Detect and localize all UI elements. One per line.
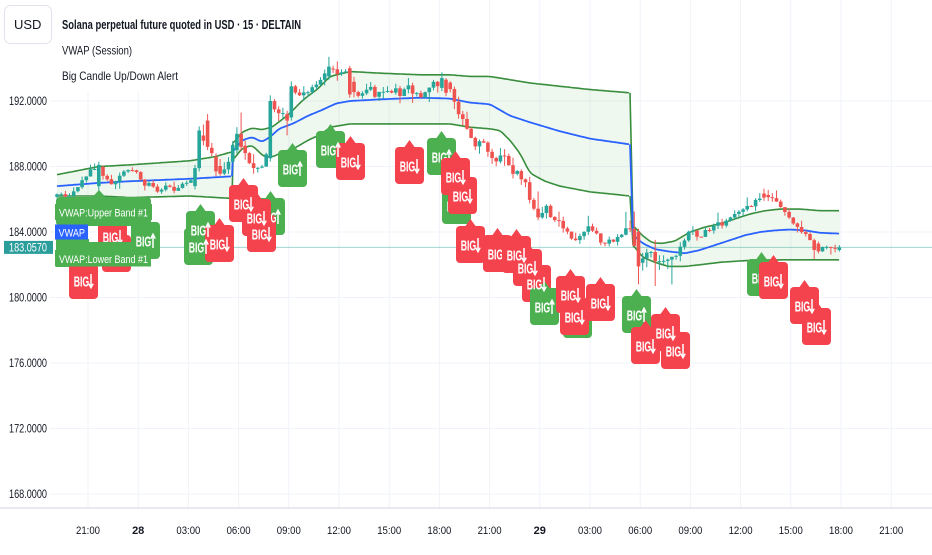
- svg-text:21:00: 21:00: [478, 525, 502, 537]
- svg-text:BIG: BIG: [446, 170, 462, 187]
- svg-text:BIG: BIG: [400, 159, 416, 176]
- svg-text:BIG: BIG: [461, 238, 477, 255]
- svg-text:15:00: 15:00: [779, 525, 803, 537]
- svg-text:G: G: [271, 210, 277, 227]
- svg-text:21:00: 21:00: [879, 525, 903, 537]
- svg-text:USD: USD: [14, 17, 41, 32]
- svg-text:BIG: BIG: [627, 308, 643, 325]
- svg-text:BIG: BIG: [535, 300, 551, 317]
- svg-text:BIG: BIG: [565, 310, 581, 327]
- svg-text:183.0570: 183.0570: [9, 242, 47, 254]
- svg-text:VWAP (Session): VWAP (Session): [62, 44, 132, 58]
- svg-text:BIG: BIG: [636, 339, 652, 356]
- svg-text:VWAP:Lower Band #1: VWAP:Lower Band #1: [59, 254, 148, 266]
- svg-text:BIG: BIG: [507, 248, 523, 265]
- svg-text:28: 28: [132, 525, 144, 537]
- svg-text:BIG: BIG: [189, 240, 205, 257]
- svg-text:06:00: 06:00: [628, 525, 652, 537]
- svg-text:12:00: 12:00: [729, 525, 753, 537]
- svg-text:BIG: BIG: [247, 211, 263, 228]
- svg-text:BIG: BIG: [561, 288, 577, 305]
- svg-text:BIG: BIG: [210, 237, 226, 254]
- svg-text:15:00: 15:00: [377, 525, 401, 537]
- svg-text:12:00: 12:00: [327, 525, 351, 537]
- svg-text:BIG: BIG: [518, 261, 534, 278]
- svg-text:BIG: BIG: [341, 155, 357, 172]
- svg-text:BIG: BIG: [234, 197, 250, 214]
- svg-text:VWAP:Upper Band #1: VWAP:Upper Band #1: [59, 208, 148, 220]
- svg-text:BIG: BIG: [591, 296, 607, 313]
- svg-text:18:00: 18:00: [829, 525, 853, 537]
- svg-text:06:00: 06:00: [227, 525, 251, 537]
- svg-text:03:00: 03:00: [578, 525, 602, 537]
- svg-text:176.0000: 176.0000: [9, 358, 47, 370]
- svg-text:BIG: BIG: [527, 277, 543, 294]
- svg-text:BIG: BIG: [795, 299, 811, 316]
- svg-text:09:00: 09:00: [678, 525, 702, 537]
- svg-text:29: 29: [534, 525, 546, 537]
- svg-text:BIG: BIG: [74, 274, 90, 291]
- svg-text:188.0000: 188.0000: [9, 162, 47, 174]
- svg-text:Big Candle Up/Down Alert: Big Candle Up/Down Alert: [62, 69, 179, 83]
- svg-text:03:00: 03:00: [176, 525, 200, 537]
- svg-text:BIG: BIG: [453, 189, 469, 206]
- svg-text:Solana perpetual future quoted: Solana perpetual future quoted in USD · …: [62, 17, 301, 32]
- svg-text:168.0000: 168.0000: [9, 489, 47, 501]
- svg-text:180.0000: 180.0000: [9, 293, 47, 305]
- svg-text:BIG: BIG: [283, 162, 299, 179]
- svg-text:BIG: BIG: [666, 344, 682, 361]
- svg-text:BIG: BIG: [764, 274, 780, 291]
- svg-text:BIG: BIG: [656, 326, 672, 343]
- svg-text:BIG: BIG: [191, 223, 207, 240]
- svg-text:BIG: BIG: [136, 234, 152, 251]
- svg-text:VWAP: VWAP: [59, 228, 86, 240]
- svg-text:184.0000: 184.0000: [9, 227, 47, 239]
- svg-text:09:00: 09:00: [277, 525, 301, 537]
- svg-text:BIG: BIG: [252, 227, 268, 244]
- svg-text:21:00: 21:00: [76, 525, 100, 537]
- svg-text:BIG: BIG: [321, 143, 337, 160]
- svg-text:192.0000: 192.0000: [9, 96, 47, 108]
- svg-text:BIG: BIG: [488, 247, 504, 264]
- svg-text:18:00: 18:00: [427, 525, 451, 537]
- svg-text:172.0000: 172.0000: [9, 424, 47, 436]
- svg-text:BIG: BIG: [807, 320, 823, 337]
